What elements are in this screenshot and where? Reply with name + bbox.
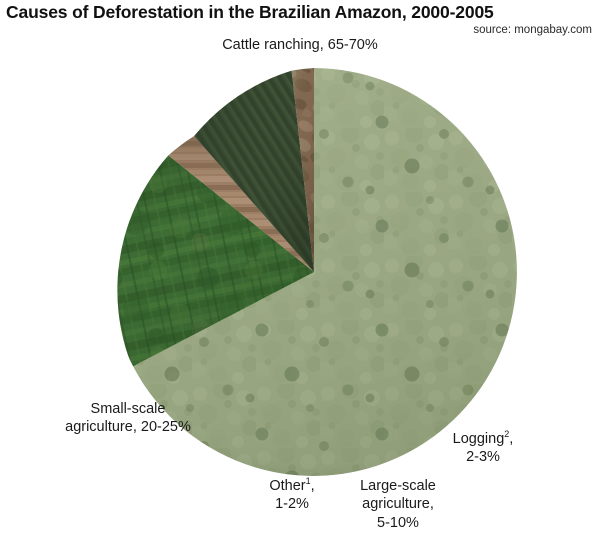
slice-label-cattle-ranching: Cattle ranching, 65-70% bbox=[222, 37, 378, 53]
slice-label-logging-value: 2-3% bbox=[466, 449, 500, 466]
slice-label-small-scale-agriculture: Small-scale agriculture, 20-25% bbox=[18, 400, 238, 437]
slice-label-other: Other1, 1-2% bbox=[250, 477, 334, 514]
pie-vignette bbox=[110, 68, 518, 476]
slice-label-large-scale-line2: agriculture, bbox=[362, 496, 434, 513]
source-attribution: source: mongabay.com bbox=[473, 24, 592, 36]
slice-label-large-scale-line3: 5-10% bbox=[377, 514, 419, 531]
slice-label-other-name: Other bbox=[269, 478, 306, 494]
slice-label-other-value: 1-2% bbox=[275, 496, 309, 513]
slice-label-small-scale-line2: agriculture, 20-25% bbox=[65, 419, 191, 436]
slice-label-logging-comma: , bbox=[509, 431, 514, 447]
slice-label-logging-footnote-marker: 2 bbox=[504, 429, 510, 440]
slice-label-other-footnote-marker: 1 bbox=[305, 476, 311, 487]
slice-label-small-scale-line1: Small-scale bbox=[90, 401, 166, 417]
slice-label-large-scale-line1: Large-scale bbox=[360, 478, 436, 494]
slice-label-large-scale-agriculture: Large-scale agriculture, 5-10% bbox=[334, 477, 462, 532]
page-title: Causes of Deforestation in the Brazilian… bbox=[6, 2, 494, 22]
slice-label-logging: Logging2, 2-3% bbox=[418, 430, 548, 467]
slice-label-other-comma: , bbox=[310, 478, 315, 494]
slice-label-logging-name: Logging bbox=[452, 431, 505, 447]
